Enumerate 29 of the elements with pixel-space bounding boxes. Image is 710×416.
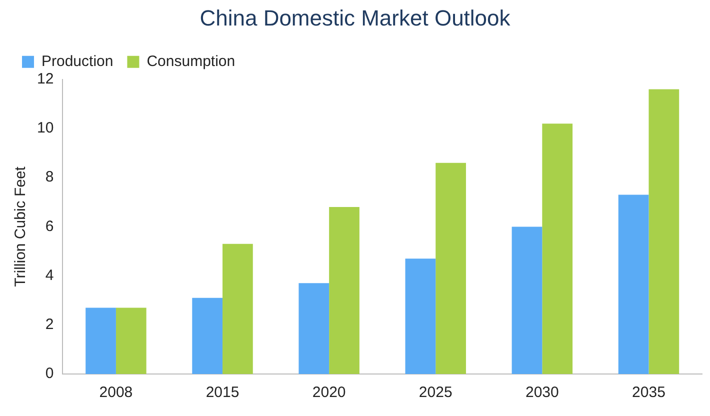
bar [512, 226, 542, 374]
bar [618, 194, 649, 374]
bar [405, 258, 436, 374]
legend-label: Consumption [146, 53, 236, 70]
bar [436, 162, 466, 374]
y-tick-label: 12 [36, 70, 54, 88]
bar [648, 89, 680, 374]
y-tick-label: 6 [45, 218, 54, 235]
y-tick-label: 0 [45, 365, 54, 382]
bar [192, 298, 223, 374]
bar [86, 308, 116, 374]
x-tick-label: 2015 [206, 384, 240, 402]
y-tick-label: 8 [45, 168, 54, 186]
x-tick-label: 2025 [418, 384, 452, 402]
bar [298, 283, 330, 374]
bar [329, 207, 360, 374]
x-tick-label: 2020 [312, 384, 346, 402]
y-tick-label: 10 [36, 120, 54, 137]
x-tick-label: 2035 [632, 384, 666, 402]
bar [116, 308, 146, 374]
legend-label: Production [42, 53, 114, 70]
x-tick-label: 2030 [525, 384, 559, 402]
y-axis-title: Trillion Cubic Feet [12, 166, 30, 287]
chart-title: China Domestic Market Outlook [200, 5, 512, 30]
bar [222, 244, 253, 374]
y-tick-label: 2 [45, 316, 54, 334]
bar [542, 124, 573, 374]
x-tick-label: 2008 [99, 384, 133, 402]
y-tick-label: 4 [45, 266, 54, 284]
